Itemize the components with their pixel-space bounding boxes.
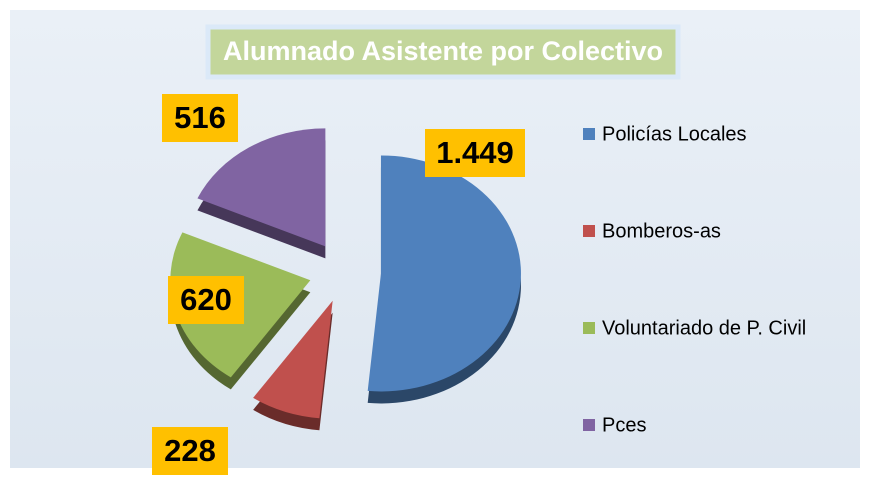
data-label: 516 xyxy=(174,100,226,135)
legend-label: Voluntariado de P. Civil xyxy=(602,317,806,339)
data-label: 1.449 xyxy=(436,135,514,170)
legend-swatch xyxy=(583,128,595,140)
data-label-box xyxy=(162,94,238,142)
data-label-box xyxy=(425,129,525,177)
data-label-box xyxy=(152,427,228,475)
slice xyxy=(367,155,521,392)
legend-label: Pces xyxy=(602,414,646,436)
slice xyxy=(197,128,326,247)
legend-label: Policías Locales xyxy=(602,123,747,145)
data-label: 228 xyxy=(164,433,216,468)
title-box xyxy=(205,24,681,80)
slice xyxy=(253,300,333,419)
data-label: 620 xyxy=(180,282,232,317)
data-label-box xyxy=(168,276,244,324)
legend-swatch xyxy=(583,225,595,237)
legend-label: Bomberos-as xyxy=(602,220,721,242)
legend-swatch xyxy=(583,322,595,334)
chart-title: Alumnado Asistente por Colectivo xyxy=(223,36,663,66)
legend-swatch xyxy=(583,419,595,431)
